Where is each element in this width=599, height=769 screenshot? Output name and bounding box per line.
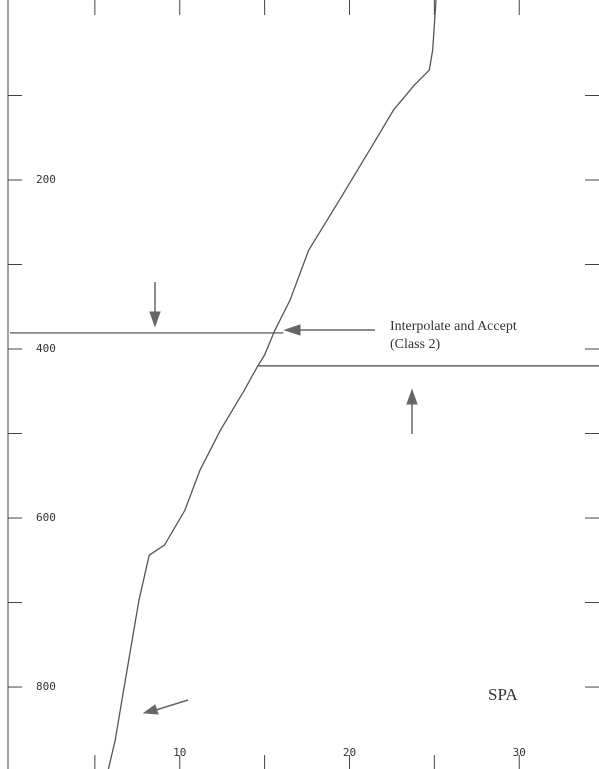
y-tick-label: 800 xyxy=(36,680,56,693)
annotation: (Class 2) xyxy=(390,337,441,352)
y-tick-label: 200 xyxy=(36,173,56,186)
y-tick-label: 400 xyxy=(36,342,56,355)
annotation: SPA xyxy=(488,685,518,704)
arrow-head xyxy=(149,311,161,328)
x-tick-label: 10 xyxy=(173,746,186,759)
arrow xyxy=(155,699,189,711)
arrow-head xyxy=(283,324,301,336)
arrow-head xyxy=(406,388,418,405)
profile-line xyxy=(107,0,437,769)
annotation: Interpolate and Accept xyxy=(390,319,517,334)
y-tick-label: 600 xyxy=(36,511,56,524)
x-tick-label: 20 xyxy=(343,746,356,759)
x-tick-label: 30 xyxy=(513,746,526,759)
arrow-head xyxy=(142,704,159,715)
arrows xyxy=(142,282,418,715)
